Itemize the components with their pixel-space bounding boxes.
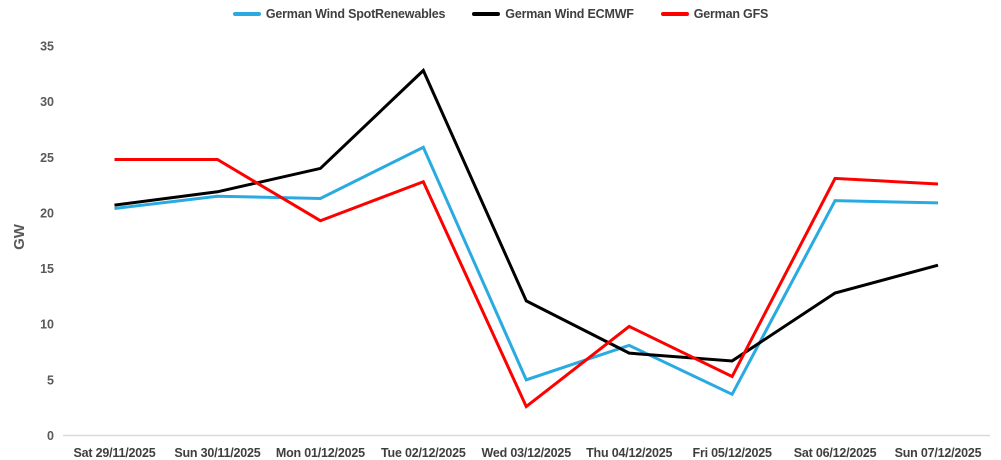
legend-item-0: German Wind SpotRenewables <box>232 7 446 21</box>
y-tick-label: 15 <box>40 262 54 276</box>
y-tick-label: 20 <box>40 206 54 220</box>
y-tick-label: 10 <box>40 318 54 332</box>
y-tick-label: 35 <box>40 40 54 54</box>
series-line-2 <box>114 158 939 409</box>
x-axis-label: Tue 02/12/2025 <box>381 446 466 460</box>
x-axis-label: Mon 01/12/2025 <box>276 446 365 460</box>
x-axis-label: Thu 04/12/2025 <box>586 446 672 460</box>
x-axis-label: Sat 06/12/2025 <box>794 446 877 460</box>
legend-item-2: German GFS <box>660 7 769 21</box>
legend-item-label: German Wind SpotRenewables <box>265 7 446 21</box>
legend-line-swatch <box>232 12 261 16</box>
series-line-1 <box>114 67 939 363</box>
y-tick-label: 30 <box>40 95 54 109</box>
x-axis-label: Sun 30/11/2025 <box>174 446 260 460</box>
legend-item-1: German Wind ECMWF <box>472 7 634 21</box>
x-axis-label: Fri 05/12/2025 <box>693 446 772 460</box>
y-tick-label: 25 <box>40 151 54 165</box>
series-line-0 <box>114 145 939 397</box>
x-axis-label: Sat 29/11/2025 <box>74 446 156 460</box>
y-tick-label: 5 <box>47 373 54 387</box>
legend-item-label: German Wind ECMWF <box>505 7 634 21</box>
chart-legend: German Wind SpotRenewables German Wind EC… <box>0 7 1001 21</box>
x-axis-label: Sun 07/12/2025 <box>895 446 982 460</box>
y-tick-label: 0 <box>47 429 54 443</box>
legend-line-swatch <box>472 12 501 16</box>
y-axis-title: GW <box>11 223 28 250</box>
legend-item-label: German GFS <box>693 7 769 21</box>
x-axis-label: Wed 03/12/2025 <box>482 446 572 460</box>
legend-line-swatch <box>660 12 689 16</box>
